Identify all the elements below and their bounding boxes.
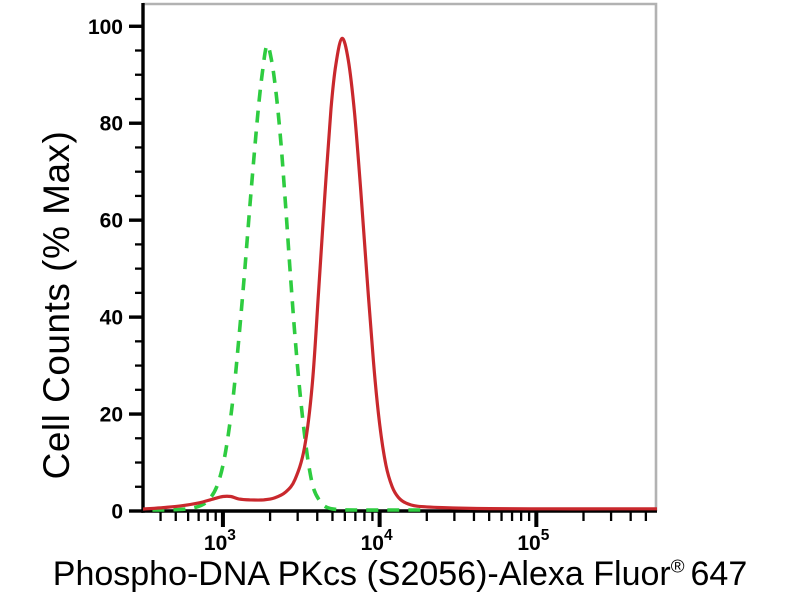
y-axis-title: Cell Counts (% Max): [36, 130, 77, 480]
y-tick-label: 60: [100, 210, 123, 233]
y-tick-label: 80: [100, 113, 123, 136]
x-axis-title-suffix: 647: [690, 555, 748, 593]
series-curve-red-solid: [142, 36, 657, 511]
y-tick-label: 20: [100, 404, 123, 427]
series-curve-green-dashed: [152, 43, 421, 512]
plot-frame: [143, 2, 658, 511]
x-axis-title-text: Phospho-DNA PKcs (S2056)-Alexa Fluor: [52, 555, 671, 593]
x-tick-label: 105: [517, 527, 549, 555]
y-tick-label: 100: [88, 16, 123, 39]
x-tick-label: 104: [361, 527, 393, 555]
x-tick-label: 103: [204, 527, 236, 555]
x-axis-title: Phospho-DNA PKcs (S2056)-Alexa Fluor® 647: [0, 555, 800, 594]
registered-trademark-symbol: ®: [670, 555, 685, 577]
y-tick-label: 40: [100, 307, 123, 330]
y-tick-label: 0: [111, 501, 123, 524]
